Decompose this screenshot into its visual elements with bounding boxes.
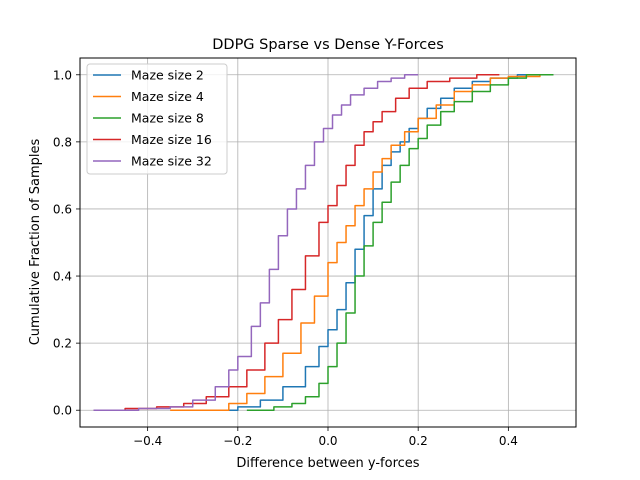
- y-tick-label: 1.0: [53, 68, 72, 82]
- y-tick-label: 0.2: [53, 337, 72, 351]
- y-tick-label: 0.4: [53, 270, 72, 284]
- x-tick-label: 0.2: [409, 434, 428, 448]
- series-line-3: [246, 74, 554, 411]
- legend-box: [86, 63, 228, 175]
- legend-label-5: Maze size 32: [131, 154, 212, 169]
- series-lines: [93, 74, 554, 411]
- series-line-2: [170, 74, 541, 411]
- chart-title: DDPG Sparse vs Dense Y-Forces: [212, 37, 444, 53]
- y-tick-label: 0.6: [53, 202, 72, 216]
- y-axis-label: Cumulative Fraction of Samples: [28, 139, 43, 346]
- legend-label-1: Maze size 2: [131, 68, 204, 83]
- y-tick-label: 0.8: [53, 135, 72, 149]
- x-tick-label: 0.4: [499, 434, 518, 448]
- x-tick-label: −0.2: [223, 434, 252, 448]
- series-line-4: [93, 74, 500, 411]
- legend-label-3: Maze size 8: [131, 111, 204, 126]
- legend-items: Maze size 2 Maze size 4 Maze size 8 Maze si…: [93, 68, 212, 169]
- series-line-5: [93, 74, 419, 411]
- legend-label-2: Maze size 4: [131, 89, 204, 104]
- x-tick-label: −0.4: [133, 434, 162, 448]
- x-axis-ticks: −0.4 −0.2 0.0 0.2 0.4: [133, 427, 518, 448]
- legend-label-4: Maze size 16: [131, 132, 212, 147]
- x-axis-label: Difference between y-forces: [236, 456, 419, 471]
- legend: Maze size 2 Maze size 4 Maze size 8 Maze si…: [86, 63, 228, 175]
- y-tick-label: 0.0: [53, 404, 72, 418]
- x-tick-label: 0.0: [318, 434, 337, 448]
- y-axis-ticks: 0.0 0.2 0.4 0.6 0.8 1.0: [53, 68, 80, 418]
